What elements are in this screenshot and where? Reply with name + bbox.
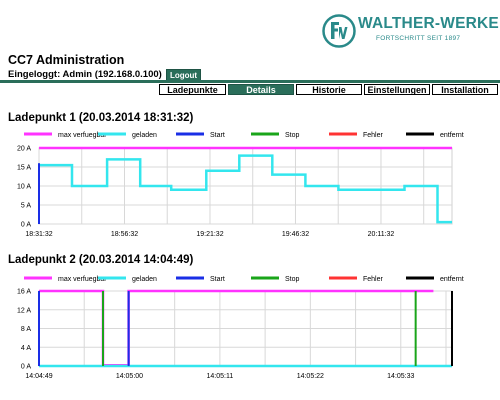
legend-label-stop: Stop bbox=[285, 132, 300, 139]
x-tick-label: 14:04:49 bbox=[25, 373, 52, 380]
x-tick-label: 18:56:32 bbox=[111, 231, 138, 238]
chart-1-title: Ladepunkt 1 (20.03.2014 18:31:32) bbox=[8, 112, 194, 124]
tab-ladepunkte[interactable]: Ladepunkte bbox=[159, 84, 226, 95]
legend-label-fehler: Fehler bbox=[363, 276, 384, 283]
x-tick-label: 14:05:00 bbox=[116, 373, 143, 380]
ladepunkt-1-chart: max verfuegbar geladen Start Stop Fehler entf… bbox=[17, 132, 464, 238]
x-tick-label: 14:05:22 bbox=[297, 373, 324, 380]
y-tick-label: 0 A bbox=[21, 222, 31, 229]
ladepunkt-2-chart: max verfuegbar geladen Start Stop Fehler entf… bbox=[17, 276, 464, 380]
legend-label-geladen: geladen bbox=[132, 276, 157, 283]
logo-slogan: FORTSCHRITT SEIT 1897 bbox=[376, 35, 461, 42]
x-tick-label: 14:05:11 bbox=[207, 373, 234, 380]
y-tick-label: 16 A bbox=[17, 289, 31, 296]
legend-label-start: Start bbox=[210, 276, 225, 283]
walther-logo-icon bbox=[322, 14, 356, 48]
series-line-geladen bbox=[39, 154, 452, 224]
tab-historie[interactable]: Historie bbox=[296, 84, 362, 95]
y-tick-label: 4 A bbox=[21, 345, 31, 352]
logo-brand-name: WALTHER-WERKE bbox=[358, 15, 499, 32]
legend-label-geladen: geladen bbox=[132, 132, 157, 139]
legend-label-max-verfuegbar: max verfuegbar bbox=[58, 132, 107, 139]
y-tick-label: 20 A bbox=[17, 146, 31, 153]
tab-einstellungen[interactable]: Einstellungen bbox=[364, 84, 430, 95]
x-tick-label: 20:11:32 bbox=[368, 231, 395, 238]
x-tick-label: 19:46:32 bbox=[282, 231, 309, 238]
legend-label-entfernt: entfernt bbox=[440, 276, 464, 283]
y-tick-label: 8 A bbox=[21, 326, 31, 333]
walther-werke-logo: WALTHER-WERKE FORTSCHRITT SEIT 1897 bbox=[322, 14, 499, 48]
page-title: CC7 Administration bbox=[8, 53, 125, 67]
login-status: Eingeloggt: Admin (192.168.0.100) bbox=[8, 69, 162, 80]
x-tick-label: 14:05:33 bbox=[387, 373, 414, 380]
legend-label-fehler: Fehler bbox=[363, 132, 384, 139]
chart-2-title: Ladepunkt 2 (20.03.2014 14:04:49) bbox=[8, 254, 194, 266]
legend-label-entfernt: entfernt bbox=[440, 132, 464, 139]
legend-label-start: Start bbox=[210, 132, 225, 139]
tab-details[interactable]: Details bbox=[228, 84, 294, 95]
y-tick-label: 5 A bbox=[21, 203, 31, 210]
y-tick-label: 15 A bbox=[17, 165, 31, 172]
x-tick-label: 18:31:32 bbox=[25, 231, 52, 238]
legend-label-stop: Stop bbox=[285, 276, 300, 283]
y-tick-label: 0 A bbox=[21, 364, 31, 371]
y-tick-label: 10 A bbox=[17, 184, 31, 191]
tab-bar-line bbox=[0, 80, 500, 83]
x-tick-label: 19:21:32 bbox=[196, 231, 223, 238]
legend-label-max-verfuegbar: max verfuegbar bbox=[58, 276, 107, 283]
y-tick-label: 12 A bbox=[17, 307, 31, 314]
tab-installation[interactable]: Installation bbox=[432, 84, 498, 95]
